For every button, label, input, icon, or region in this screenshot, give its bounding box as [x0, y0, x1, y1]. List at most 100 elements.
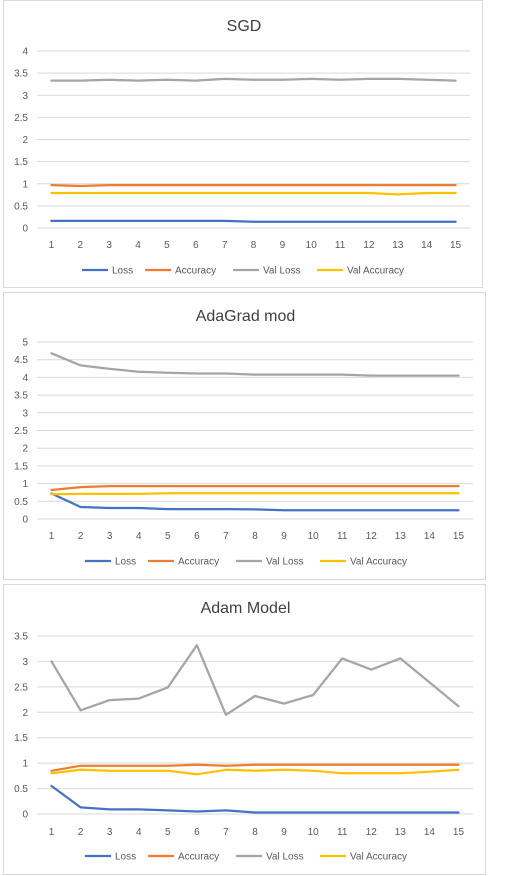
x-tick-label: 4: [136, 531, 142, 542]
x-tick-label: 8: [252, 531, 258, 542]
x-tick-label: 8: [252, 827, 258, 838]
legend-label: Val Loss: [266, 852, 304, 863]
y-tick-label: 3.5: [14, 69, 28, 80]
x-tick-label: 13: [395, 531, 407, 542]
x-tick-label: 13: [392, 240, 404, 251]
series-line-val-loss: [50, 352, 460, 377]
x-tick-label: 7: [223, 827, 229, 838]
y-tick-label: 2: [22, 135, 28, 146]
y-tick-label: 3: [22, 91, 28, 102]
y-tick-label: 3: [22, 408, 28, 419]
y-tick-label: 4.5: [14, 355, 28, 366]
x-tick-label: 3: [107, 531, 113, 542]
y-tick-label: 1.5: [14, 157, 28, 168]
y-tick-label: 1.5: [14, 733, 28, 744]
x-tick-label: 9: [281, 827, 287, 838]
y-tick-label: 3.5: [14, 391, 28, 402]
legend-label: Loss: [115, 557, 136, 568]
x-tick-label: 10: [308, 531, 320, 542]
series-line-accuracy: [50, 484, 460, 492]
x-tick-label: 11: [337, 827, 348, 838]
series-line-accuracy: [50, 183, 457, 188]
y-tick-label: 1.5: [14, 461, 28, 472]
x-tick-label: 5: [165, 827, 171, 838]
y-tick-label: 2.5: [14, 682, 28, 693]
y-tick-label: 0.5: [14, 497, 28, 508]
y-tick-label: 1: [22, 759, 28, 770]
series-line-loss: [50, 784, 460, 814]
series-line-loss: [50, 492, 460, 512]
y-tick-label: 3.5: [14, 632, 28, 643]
legend-label: Val Accuracy: [350, 852, 407, 863]
x-tick-label: 4: [135, 240, 141, 251]
x-tick-label: 6: [194, 531, 200, 542]
x-tick-label: 2: [78, 240, 84, 251]
x-tick-label: 3: [106, 240, 112, 251]
y-tick-label: 0.5: [14, 201, 28, 212]
x-tick-label: 9: [280, 240, 286, 251]
y-tick-label: 3: [22, 657, 28, 668]
legend-label: Accuracy: [178, 852, 219, 863]
x-tick-label: 7: [223, 531, 229, 542]
legend-label: Val Loss: [263, 266, 301, 277]
x-tick-label: 2: [78, 827, 84, 838]
x-tick-label: 7: [222, 240, 228, 251]
x-tick-label: 12: [363, 240, 375, 251]
series-line-val-loss: [50, 644, 460, 716]
x-tick-label: 8: [251, 240, 257, 251]
x-tick-label: 15: [453, 827, 465, 838]
legend-label: Accuracy: [175, 266, 216, 277]
x-tick-label: 15: [453, 531, 465, 542]
x-tick-label: 6: [194, 827, 200, 838]
x-tick-label: 5: [164, 240, 170, 251]
x-tick-label: 14: [424, 531, 436, 542]
y-tick-label: 0.5: [14, 784, 28, 795]
x-tick-label: 13: [395, 827, 407, 838]
x-tick-label: 14: [424, 827, 436, 838]
y-tick-label: 2.5: [14, 426, 28, 437]
y-tick-label: 4: [22, 47, 28, 58]
x-tick-label: 1: [49, 531, 55, 542]
legend-label: Val Accuracy: [350, 557, 407, 568]
x-tick-label: 11: [337, 531, 348, 542]
y-tick-label: 1: [22, 479, 28, 490]
adam-chart-panel: Adam Model 0 0.5 1 1.5 2 2.5 3 3.5 1 2 3 4 5 6 7 8 9 10 11 1…: [3, 584, 486, 875]
x-tick-label: 14: [421, 240, 433, 251]
legend-label: Accuracy: [178, 557, 219, 568]
series-line-val-accuracy: [50, 492, 460, 496]
x-tick-label: 9: [281, 531, 287, 542]
legend-label: Val Loss: [266, 557, 304, 568]
x-tick-label: 6: [193, 240, 199, 251]
y-tick-label: 0: [22, 224, 28, 235]
adagrad-chart-panel: AdaGrad mod 0 0.5 1 1.5 2 2.5 3 3.5 4 4.5 5 1 2 3 4 5 6 7 8…: [3, 292, 486, 580]
series-line-accuracy: [50, 763, 460, 772]
x-tick-label: 2: [78, 531, 84, 542]
y-tick-label: 2: [22, 708, 28, 719]
x-tick-label: 12: [366, 827, 378, 838]
y-tick-label: 2: [22, 444, 28, 455]
chart-title: Adam Model: [201, 600, 291, 617]
series-line-val-accuracy: [50, 768, 460, 776]
sgd-chart-panel: SGD 0 0.5 1 1.5 2 2.5 3 3.5 4 1 2 3 4 5 6 7 8 9 10 11 12 13 14 1…: [3, 0, 483, 288]
y-tick-label: 2.5: [14, 113, 28, 124]
series-line-loss: [50, 219, 457, 223]
legend-label: Loss: [115, 852, 136, 863]
y-tick-label: 1: [22, 179, 28, 190]
series-line-val-loss: [50, 77, 457, 82]
x-tick-label: 11: [335, 240, 346, 251]
x-tick-label: 3: [107, 827, 113, 838]
x-tick-label: 10: [308, 827, 320, 838]
x-tick-label: 12: [366, 531, 378, 542]
x-tick-label: 4: [136, 827, 142, 838]
y-tick-label: 4: [22, 373, 28, 384]
legend-label: Loss: [112, 266, 133, 277]
x-tick-label: 5: [165, 531, 171, 542]
x-tick-label: 10: [306, 240, 318, 251]
series-line-val-accuracy: [50, 191, 457, 196]
y-tick-label: 5: [22, 338, 28, 349]
legend-label: Val Accuracy: [347, 266, 404, 277]
x-tick-label: 1: [49, 240, 55, 251]
